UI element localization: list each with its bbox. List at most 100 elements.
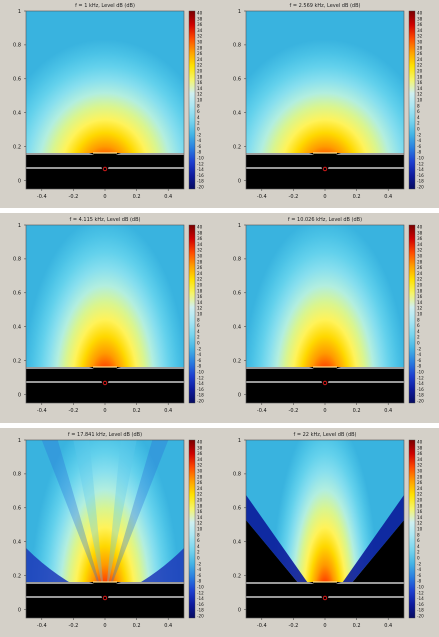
- y-tick-label: 1: [18, 9, 21, 15]
- source-marker: [322, 595, 328, 601]
- colorbar-tick-label: 40: [417, 440, 423, 445]
- x-tick-label: 0: [103, 194, 106, 200]
- colorbar-tick-label: -6: [417, 358, 422, 363]
- colorbar-tick-label: 10: [417, 527, 423, 532]
- colorbar: [408, 224, 416, 404]
- y-tick-label: 1: [18, 438, 21, 444]
- colorbar-tick-label: -16: [417, 387, 424, 392]
- panel-title: f = 4.115 kHz, Level dB (dB): [70, 217, 141, 223]
- colorbar-tick-label: 30: [197, 254, 203, 259]
- colorbar-tick-label: 18: [417, 288, 423, 293]
- colorbar-tick-label: 4: [417, 115, 420, 120]
- colorbar-tick-label: -20: [417, 614, 424, 619]
- colorbar: [188, 10, 196, 190]
- colorbar-tick-label: 0: [417, 341, 420, 346]
- colorbar-tick-label: -12: [417, 590, 424, 595]
- colorbar-tick-label: 22: [197, 492, 203, 497]
- colorbar-tick-label: 28: [417, 474, 423, 479]
- colorbar-tick-label: 40: [417, 11, 423, 16]
- colorbar-tick-label: -12: [197, 161, 204, 166]
- level-map: [246, 11, 404, 189]
- colorbar-tick-label: -2: [197, 346, 202, 351]
- colorbar-tick-label: 20: [197, 498, 203, 503]
- colorbar-tick-label: 26: [417, 265, 423, 270]
- colorbar-tick-label: 8: [417, 103, 420, 108]
- colorbar-tick-label: 16: [417, 294, 423, 299]
- colorbar-tick-label: 10: [417, 312, 423, 317]
- colorbar-tick-label: 38: [197, 445, 203, 450]
- colorbar-tick-label: 26: [417, 51, 423, 56]
- interference-ray: [41, 440, 105, 602]
- x-tick-label: 0: [103, 623, 106, 629]
- source-marker: [102, 380, 108, 386]
- level-map: [246, 440, 404, 618]
- colorbar-tick-label: 24: [417, 486, 423, 491]
- x-tick-label: 0.4: [384, 194, 392, 200]
- colorbar-tick-label: 36: [417, 22, 423, 27]
- source-marker: [102, 595, 108, 601]
- colorbar-tick-label: 20: [417, 283, 423, 288]
- colorbar-tick-label: 4: [417, 544, 420, 549]
- colorbar-tick-label: -20: [197, 399, 204, 404]
- sound-field-panel: f = 10.026 kHz, Level dB (dB) 1 0.8 0.6 0.4 0…: [233, 217, 424, 414]
- x-tick-label: -0.4: [257, 194, 267, 200]
- x-tick-label: -0.4: [37, 408, 47, 414]
- colorbar: [408, 10, 416, 190]
- colorbar-tick-label: 28: [417, 45, 423, 50]
- y-tick-label: 0: [18, 607, 21, 613]
- source-glow: [93, 581, 117, 583]
- colorbar-tick-label: 14: [417, 515, 423, 520]
- colorbar-tick-label: 30: [417, 254, 423, 259]
- colorbar-tick-label: 24: [197, 271, 203, 276]
- colorbar-tick-label: 32: [417, 463, 423, 468]
- x-tick-label: -0.2: [289, 408, 299, 414]
- colorbar-tick-label: -12: [417, 161, 424, 166]
- colorbar-tick-label: -8: [197, 579, 202, 584]
- y-tick-label: 0.4: [13, 111, 21, 117]
- x-tick-label: -0.4: [37, 194, 47, 200]
- colorbar-tick-label: 20: [197, 283, 203, 288]
- waveguide-horn: [89, 153, 121, 169]
- colorbar-tick-label: -16: [197, 173, 204, 178]
- colorbar-tick-label: 34: [417, 457, 423, 462]
- colorbar-tick-label: 34: [417, 28, 423, 33]
- interference-ray: [105, 440, 137, 602]
- colorbar-tick-label: -4: [417, 567, 422, 572]
- x-tick-label: 0.4: [164, 408, 172, 414]
- row-separator: [0, 208, 439, 213]
- colorbar-tick-label: 6: [197, 538, 200, 543]
- colorbar-tick-label: -8: [197, 150, 202, 155]
- waveguide-horn: [89, 582, 121, 598]
- colorbar-tick-label: 16: [197, 294, 203, 299]
- colorbar-tick-label: 16: [417, 80, 423, 85]
- source-glow: [93, 152, 117, 154]
- colorbar-tick-label: -14: [197, 596, 204, 601]
- colorbar-tick-label: -18: [197, 608, 204, 613]
- colorbar-tick-label: 0: [197, 341, 200, 346]
- colorbar-tick-label: 32: [197, 34, 203, 39]
- colorbar-tick-label: -10: [197, 585, 204, 590]
- x-tick-label: 0.4: [384, 408, 392, 414]
- colorbar-tick-label: 24: [197, 57, 203, 62]
- colorbar-tick-label: 4: [417, 329, 420, 334]
- colorbar-tick-label: -14: [197, 381, 204, 386]
- colorbar-tick-label: 14: [417, 300, 423, 305]
- colorbar-tick-label: 26: [197, 265, 203, 270]
- colorbar-tick-label: 4: [197, 329, 200, 334]
- colorbar-tick-label: -2: [197, 132, 202, 137]
- colorbar-tick-label: 22: [417, 492, 423, 497]
- colorbar-tick-label: 34: [197, 28, 203, 33]
- colorbar-tick-label: -16: [197, 387, 204, 392]
- colorbar-tick-label: 38: [417, 16, 423, 21]
- colorbar-tick-label: 0: [197, 127, 200, 132]
- y-tick-label: 1: [238, 9, 241, 15]
- colorbar-tick-label: 22: [417, 277, 423, 282]
- colorbar-tick-label: 16: [197, 80, 203, 85]
- colorbar-tick-label: -18: [197, 179, 204, 184]
- colorbar-tick-label: 16: [417, 509, 423, 514]
- colorbar-tick-label: 36: [417, 451, 423, 456]
- sound-field-panel: f = 4.115 kHz, Level dB (dB) 1 0.8 0.6 0.4 0.…: [13, 217, 204, 414]
- waveguide-horn: [89, 367, 121, 383]
- colorbar: [408, 439, 416, 619]
- colorbar-tick-label: 8: [417, 532, 420, 537]
